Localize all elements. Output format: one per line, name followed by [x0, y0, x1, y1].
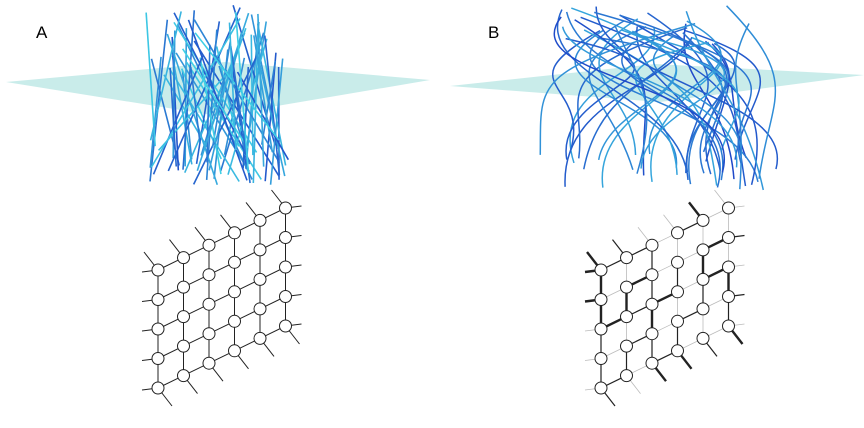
lattice: [142, 190, 302, 406]
lattice-node: [646, 239, 658, 251]
lattice-node: [697, 244, 709, 256]
lattice-node: [280, 232, 292, 244]
lattice-node: [152, 294, 164, 306]
lattice-node: [723, 261, 735, 273]
lattice-node: [178, 281, 190, 293]
lattice-node: [595, 264, 607, 276]
lattice-node: [723, 202, 735, 214]
lattice-node: [723, 320, 735, 332]
lattice-node: [280, 202, 292, 214]
lattice-node: [723, 291, 735, 303]
lattice-node: [646, 298, 658, 310]
panel-label: B: [488, 23, 499, 42]
lattice-node: [178, 370, 190, 382]
lattice-node: [646, 269, 658, 281]
lattice-node: [152, 323, 164, 335]
lattice-node: [178, 252, 190, 264]
lattice-node: [621, 281, 633, 293]
lattice-node: [595, 382, 607, 394]
lattice-node: [621, 370, 633, 382]
lattice-node: [595, 323, 607, 335]
lattice-node: [280, 291, 292, 303]
lattice-node: [152, 382, 164, 394]
lattice-node: [254, 303, 266, 315]
panel-a: A: [6, 5, 430, 406]
lattice-node: [280, 320, 292, 332]
lattice-node: [697, 214, 709, 226]
lattice-node: [152, 264, 164, 276]
lattice-node: [621, 311, 633, 323]
lattice-node: [646, 328, 658, 340]
lattice-node: [178, 311, 190, 323]
lattice-node: [254, 273, 266, 285]
panel-b: B: [450, 6, 864, 406]
lattice-node: [203, 357, 215, 369]
lattice-node: [595, 353, 607, 365]
lattice-node: [646, 357, 658, 369]
lattice-node: [254, 244, 266, 256]
lattice-node: [203, 328, 215, 340]
lattice-node: [697, 332, 709, 344]
lattice-node: [672, 345, 684, 357]
panel-label: A: [36, 23, 48, 42]
lattice-node: [697, 273, 709, 285]
lattice-node: [621, 340, 633, 352]
lattice-node: [229, 345, 241, 357]
lattice-node: [595, 294, 607, 306]
lattice-node: [672, 227, 684, 239]
lattice-node: [254, 214, 266, 226]
lattice-node: [723, 232, 735, 244]
lattice-node: [229, 227, 241, 239]
lattice-node: [697, 303, 709, 315]
lattice: [585, 190, 745, 406]
lattice-node: [203, 239, 215, 251]
lattice-node: [254, 332, 266, 344]
lattice-node: [672, 315, 684, 327]
lattice-node: [203, 269, 215, 281]
lattice-node: [280, 261, 292, 273]
lattice-node: [672, 256, 684, 268]
figure: A B: [0, 0, 864, 423]
lattice-node: [178, 340, 190, 352]
lattice-node: [621, 252, 633, 264]
lattice-node: [229, 286, 241, 298]
lattice-node: [152, 353, 164, 365]
page: A B (() => { const data = JSON.parse(doc…: [0, 0, 864, 423]
lattice-node: [229, 256, 241, 268]
lattice-node: [672, 286, 684, 298]
lattice-node: [229, 315, 241, 327]
lattice-node: [203, 298, 215, 310]
